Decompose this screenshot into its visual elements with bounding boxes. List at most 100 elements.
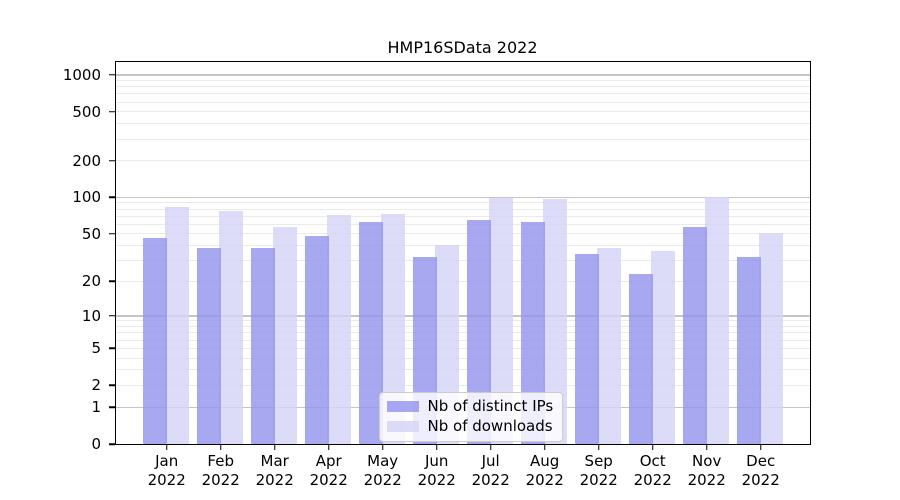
gridline-y-20 xyxy=(115,280,810,282)
y-tick-mark-10 xyxy=(109,315,115,317)
x-tick-mark-jun xyxy=(435,445,438,450)
x-tick-label-aug: Aug 2022 xyxy=(525,452,564,489)
y-tick-mark-500 xyxy=(109,111,115,113)
legend-label-distinct-ips: Nb of distinct IPs xyxy=(427,397,554,415)
gridline-y-50 xyxy=(115,233,810,235)
gridline-y-40 xyxy=(115,245,810,246)
x-tick-mark-nov xyxy=(705,445,708,450)
gridline-y-4 xyxy=(115,357,810,359)
y-tick-label-5: 5 xyxy=(91,339,101,358)
gridline-y-2 xyxy=(115,384,810,386)
x-tick-label-may: May 2022 xyxy=(363,452,402,489)
gridline-y-8 xyxy=(115,326,810,328)
bar-downloads-apr xyxy=(327,214,352,444)
gridline-y-200 xyxy=(115,160,810,162)
gridline-y-1000 xyxy=(115,74,810,76)
gridline-y-700 xyxy=(115,93,810,95)
bar-distinct-ips-apr xyxy=(305,235,330,444)
y-tick-mark-20 xyxy=(109,280,115,283)
x-tick-mark-jul xyxy=(489,445,492,450)
legend-label-downloads: Nb of downloads xyxy=(427,417,553,435)
y-tick-label-100: 100 xyxy=(72,188,101,207)
bar-distinct-ips-feb xyxy=(197,247,222,444)
y-tick-mark-1000 xyxy=(109,74,115,76)
y-tick-mark-50 xyxy=(109,233,115,235)
y-tick-label-2: 2 xyxy=(91,376,101,395)
legend-item-distinct-ips: Nb of distinct IPs xyxy=(386,397,554,415)
x-tick-mark-aug xyxy=(543,445,546,450)
x-tick-label-jun: Jun 2022 xyxy=(417,452,456,489)
x-tick-label-jan: Jan 2022 xyxy=(147,452,186,489)
x-tick-mark-jan xyxy=(165,445,168,450)
gridline-y-500 xyxy=(115,111,810,113)
x-tick-mark-sep xyxy=(597,445,600,450)
x-tick-label-feb: Feb 2022 xyxy=(201,452,240,489)
x-tick-mark-mar xyxy=(273,445,276,450)
x-tick-mark-oct xyxy=(651,445,654,450)
gridline-y-30 xyxy=(115,260,810,261)
bar-downloads-dec xyxy=(759,233,784,444)
chart-title: HMP16SData 2022 xyxy=(387,38,538,57)
bar-distinct-ips-oct xyxy=(629,273,654,444)
gridline-y-80 xyxy=(115,208,810,210)
y-tick-label-20: 20 xyxy=(81,272,101,291)
x-tick-mark-apr xyxy=(327,445,330,450)
bar-downloads-nov xyxy=(705,196,730,444)
gridline-y-600 xyxy=(115,101,810,103)
bar-distinct-ips-sep xyxy=(575,253,600,444)
x-tick-label-jul: Jul 2022 xyxy=(471,452,510,489)
y-tick-mark-2 xyxy=(109,384,115,387)
gridline-y-7 xyxy=(115,332,810,334)
x-tick-label-mar: Mar 2022 xyxy=(255,452,294,489)
y-tick-label-10: 10 xyxy=(81,306,101,325)
gridline-y-100 xyxy=(115,196,810,199)
bar-distinct-ips-nov xyxy=(683,226,708,444)
x-tick-mark-may xyxy=(381,445,384,450)
bar-downloads-mar xyxy=(273,227,298,444)
gridline-y-70 xyxy=(115,215,810,217)
y-tick-mark-1 xyxy=(109,406,115,408)
legend-item-downloads: Nb of downloads xyxy=(386,417,554,435)
bar-distinct-ips-jan xyxy=(143,237,168,444)
x-tick-label-oct: Oct 2022 xyxy=(633,452,672,489)
y-tick-label-1: 1 xyxy=(91,398,101,416)
bar-downloads-oct xyxy=(651,250,676,444)
y-tick-mark-200 xyxy=(109,159,115,162)
bar-distinct-ips-mar xyxy=(251,247,276,444)
x-tick-label-sep: Sep 2022 xyxy=(579,452,618,489)
bar-downloads-jan xyxy=(165,207,190,444)
gridline-y-300 xyxy=(115,138,810,140)
gridline-y-400 xyxy=(115,123,810,125)
y-tick-mark-100 xyxy=(109,196,115,199)
y-tick-mark-5 xyxy=(109,347,115,349)
y-tick-label-200: 200 xyxy=(72,151,101,170)
y-tick-label-50: 50 xyxy=(81,224,101,243)
gridline-y-900 xyxy=(115,79,810,81)
bar-downloads-sep xyxy=(597,247,622,444)
gridline-y-90 xyxy=(115,202,810,204)
y-tick-mark-0 xyxy=(109,443,115,445)
x-tick-label-nov: Nov 2022 xyxy=(687,452,726,489)
gridline-y-3 xyxy=(115,369,810,371)
gridline-y-6 xyxy=(115,339,810,341)
bar-downloads-feb xyxy=(219,211,244,444)
gridline-y-60 xyxy=(115,223,810,225)
x-tick-label-dec: Dec 2022 xyxy=(741,452,780,489)
bar-distinct-ips-dec xyxy=(737,256,762,444)
gridline-layer xyxy=(115,62,810,444)
legend-swatch-distinct-ips-icon xyxy=(386,400,419,412)
gridline-y-9 xyxy=(115,320,810,322)
legend-swatch-downloads-icon xyxy=(386,420,419,432)
bar-layer xyxy=(116,62,810,444)
y-tick-label-0: 0 xyxy=(91,435,101,453)
x-tick-mark-dec xyxy=(759,445,762,450)
legend: Nb of distinct IPs Nb of downloads xyxy=(378,391,564,442)
gridline-y-10 xyxy=(115,315,810,317)
plot-area: Nb of distinct IPs Nb of downloads xyxy=(114,60,811,445)
gridline-y-5 xyxy=(115,347,810,349)
gridline-y-800 xyxy=(115,86,810,88)
x-tick-label-apr: Apr 2022 xyxy=(309,452,348,489)
y-tick-label-500: 500 xyxy=(72,102,101,121)
x-tick-mark-feb xyxy=(219,445,222,450)
